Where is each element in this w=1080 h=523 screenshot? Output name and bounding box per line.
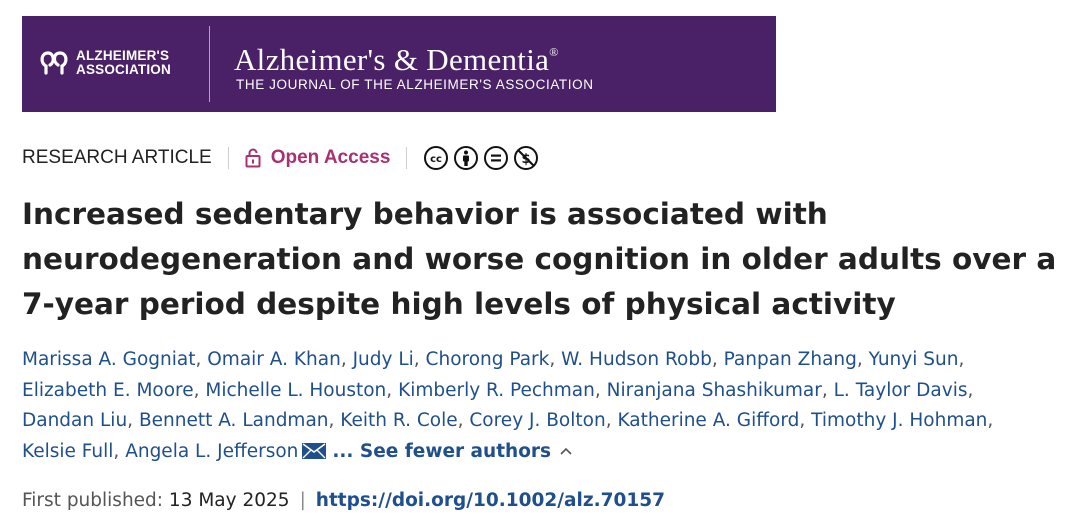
publication-date: 13 May 2025 (168, 490, 290, 511)
author-link[interactable]: Niranjana Shashikumar (606, 379, 822, 401)
see-fewer-authors-toggle[interactable]: ... See fewer authors (332, 441, 573, 462)
journal-subtitle: THE JOURNAL OF THE ALZHEIMER'S ASSOCIATI… (236, 77, 594, 92)
banner-divider (209, 26, 210, 102)
author-list: Marissa A. Gogniat, Omair A. Khan, Judy … (22, 349, 994, 462)
author-link[interactable]: Michelle L. Houston (205, 379, 387, 401)
author-link[interactable]: Timothy J. Hohman (811, 410, 988, 431)
article-title: Increased sedentary behavior is associat… (22, 197, 1057, 321)
author-link[interactable]: Bennett A. Landman (138, 410, 329, 431)
author-link[interactable]: Chorong Park (425, 349, 550, 370)
author-link[interactable]: Elizabeth E. Moore (22, 379, 194, 401)
alzheimers-association-logo: ALZHEIMER'S ASSOCIATION (38, 49, 171, 77)
author-link[interactable]: Dandan Liu (22, 410, 128, 431)
author-link[interactable]: Panpan Zhang (723, 349, 857, 370)
attribution-icon[interactable] (453, 145, 479, 171)
doi-link[interactable]: https://doi.org/10.1002/alz.70157 (315, 490, 665, 511)
author-link[interactable]: Kimberly R. Pechman (398, 379, 595, 401)
chevron-up-icon (560, 447, 572, 455)
author-link[interactable]: Omair A. Khan (207, 349, 341, 370)
first-published-label: First published: (22, 490, 164, 511)
cc-icon[interactable]: cc (423, 145, 449, 171)
no-derivatives-icon[interactable] (483, 145, 509, 171)
non-commercial-icon[interactable]: $ (513, 145, 539, 171)
author-link[interactable]: L. Taylor Davis (833, 379, 968, 401)
journal-title: Alzheimer's & Dementia® (234, 42, 559, 77)
author-link[interactable]: W. Hudson Robb (561, 349, 712, 370)
open-lock-icon (245, 148, 261, 168)
association-logo-icon (40, 51, 68, 75)
article-type: RESEARCH ARTICLE (22, 147, 212, 168)
author-link[interactable]: Keith R. Cole (340, 410, 458, 431)
svg-text:cc: cc (430, 154, 442, 165)
open-access-badge[interactable]: Open Access (245, 147, 391, 169)
publication-separator: | (299, 490, 306, 511)
envelope-icon[interactable] (302, 442, 327, 459)
author-link[interactable]: Angela L. Jefferson (125, 440, 299, 462)
author-link[interactable]: Kelsie Full (22, 440, 114, 462)
journal-banner[interactable]: ALZHEIMER'S ASSOCIATION Alzheimer's & De… (22, 16, 776, 112)
meta-separator (406, 147, 408, 169)
author-link[interactable]: Judy Li (352, 349, 414, 370)
license-icons[interactable]: cc $ (423, 145, 539, 171)
author-link[interactable]: Katherine A. Gifford (617, 410, 800, 431)
article-meta-row: RESEARCH ARTICLE Open Access cc $ (22, 142, 539, 174)
publication-info: First published: 13 May 2025 | https://doi… (22, 490, 665, 511)
meta-separator (227, 147, 229, 169)
author-link[interactable]: Yunyi Sun (868, 349, 959, 370)
association-name: ALZHEIMER'S ASSOCIATION (76, 48, 171, 77)
open-access-label: Open Access (270, 147, 391, 168)
svg-text:$: $ (522, 152, 531, 167)
author-link[interactable]: Marissa A. Gogniat (22, 349, 196, 370)
author-link[interactable]: Corey J. Bolton (469, 410, 606, 431)
